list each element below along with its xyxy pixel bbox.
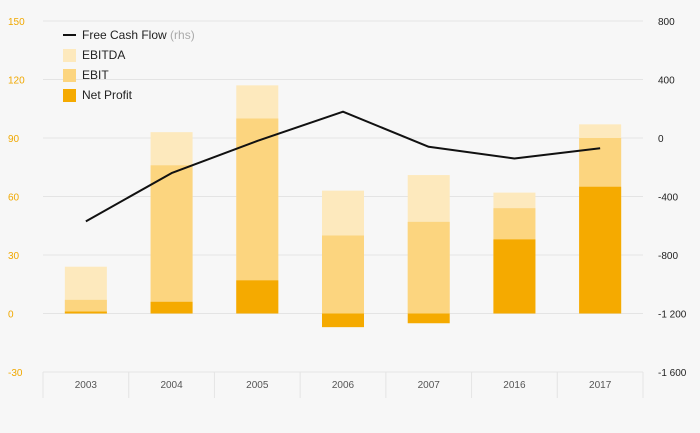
line-marks — [85, 110, 601, 223]
grid-lines — [42, 20, 644, 398]
left-axis-tick-label: 90 — [8, 134, 20, 145]
legend-label-name: Free Cash Flow — [82, 28, 167, 42]
axis-labels: -30 0 30 60 90 120 150 -1 600 -1 200 -800 -400 0 400… — [8, 17, 687, 391]
bar-ebit — [150, 165, 193, 314]
legend-label: EBIT — [82, 68, 109, 82]
right-axis-tick-label: 0 — [658, 134, 664, 145]
right-axis-tick-label: -1 200 — [658, 310, 687, 321]
legend-swatch — [63, 69, 76, 82]
legend-label-name: EBIT — [82, 68, 109, 82]
bar-net-profit — [322, 313, 364, 328]
left-axis-tick-label: 150 — [8, 17, 25, 28]
bar-net-profit — [236, 280, 279, 314]
x-axis-tick-label: 2017 — [589, 380, 612, 391]
bar-ebit — [64, 299, 107, 314]
bar-ebit — [407, 221, 450, 314]
x-axis-tick-label: 2003 — [75, 380, 98, 391]
legend-label: Net Profit — [82, 88, 133, 102]
bar-net-profit — [150, 301, 193, 314]
legend-label: EBITDA — [82, 48, 125, 62]
legend-swatch — [63, 89, 76, 102]
x-axis-tick-label: 2004 — [160, 380, 183, 391]
bar-marks — [64, 85, 622, 328]
left-axis-tick-label: -30 — [8, 368, 23, 379]
bar-net-profit — [579, 186, 622, 314]
bar-ebit — [322, 235, 364, 314]
right-axis-tick-label: -400 — [658, 193, 678, 204]
left-axis-tick-label: 60 — [8, 193, 20, 204]
left-axis-tick-label: 120 — [8, 76, 25, 87]
right-axis-tick-label: 800 — [658, 17, 675, 28]
legend: Free Cash Flow (rhs) EBITDA EBIT Net Profit — [63, 28, 195, 102]
x-axis-tick-label: 2005 — [246, 380, 269, 391]
legend-label: Free Cash Flow (rhs) — [82, 28, 195, 42]
bar-net-profit — [64, 311, 107, 314]
x-axis-tick-label: 2007 — [418, 380, 441, 391]
legend-label-note: (rhs) — [167, 28, 195, 42]
right-axis-tick-label: -1 600 — [658, 368, 687, 379]
legend-label-name: Net Profit — [82, 88, 133, 102]
left-axis-tick-label: 0 — [8, 310, 14, 321]
line-free-cash-flow — [85, 110, 601, 223]
legend-label-name: EBITDA — [82, 48, 125, 62]
legend-swatch — [63, 49, 76, 62]
right-axis-tick-label: -800 — [658, 251, 678, 262]
bar-net-profit — [407, 313, 450, 324]
left-axis-tick-label: 30 — [8, 251, 20, 262]
bar-net-profit — [493, 239, 536, 314]
right-axis-tick-label: 400 — [658, 76, 675, 87]
x-axis-tick-label: 2016 — [503, 380, 526, 391]
x-axis-tick-label: 2006 — [332, 380, 355, 391]
